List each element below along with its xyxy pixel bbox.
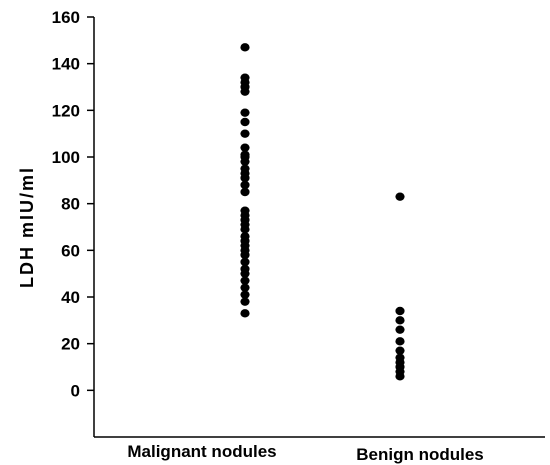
data-point bbox=[240, 257, 250, 267]
data-point bbox=[395, 346, 405, 355]
y-tick-label: 100 bbox=[52, 148, 80, 167]
y-axis-title: LDH mIU/ml bbox=[17, 166, 37, 288]
data-point bbox=[240, 309, 250, 318]
data-point bbox=[240, 283, 250, 292]
y-tick-label: 120 bbox=[52, 101, 80, 120]
data-point bbox=[395, 337, 405, 346]
y-tick-label: 40 bbox=[61, 288, 80, 307]
data-point bbox=[240, 129, 250, 138]
data-point bbox=[240, 43, 250, 52]
data-point bbox=[395, 372, 405, 381]
data-point bbox=[240, 225, 250, 234]
data-point bbox=[240, 87, 250, 96]
data-point bbox=[240, 173, 250, 183]
x-category-label: Benign nodules bbox=[356, 445, 484, 464]
y-tick-label: 140 bbox=[52, 55, 80, 74]
y-ticks: 0 20 40 60 80 100 120 140 160 bbox=[52, 8, 94, 400]
x-axis: Malignant nodules Benign nodules bbox=[94, 436, 545, 464]
data-point bbox=[240, 250, 250, 260]
data-point bbox=[240, 108, 250, 117]
data-point bbox=[240, 269, 250, 278]
data-point bbox=[240, 143, 250, 152]
x-labels: Malignant nodules Benign nodules bbox=[127, 442, 483, 464]
x-category-label: Malignant nodules bbox=[127, 442, 276, 461]
data-point bbox=[395, 316, 405, 325]
data-point bbox=[240, 117, 250, 127]
data-point bbox=[240, 187, 250, 197]
y-tick-label: 0 bbox=[71, 381, 80, 400]
data-point bbox=[395, 192, 405, 201]
data-point bbox=[240, 297, 250, 306]
y-axis: 0 20 40 60 80 100 120 140 160 bbox=[52, 8, 95, 437]
data-point bbox=[240, 290, 250, 299]
data-points bbox=[240, 43, 405, 381]
data-point bbox=[240, 180, 250, 190]
data-point bbox=[395, 306, 405, 316]
y-tick-label: 60 bbox=[61, 241, 80, 260]
data-point bbox=[240, 157, 250, 166]
y-tick-label: 160 bbox=[52, 8, 80, 27]
data-point bbox=[395, 325, 405, 334]
data-point bbox=[240, 276, 250, 285]
y-tick-label: 20 bbox=[61, 335, 80, 354]
y-tick-label: 80 bbox=[61, 195, 80, 214]
